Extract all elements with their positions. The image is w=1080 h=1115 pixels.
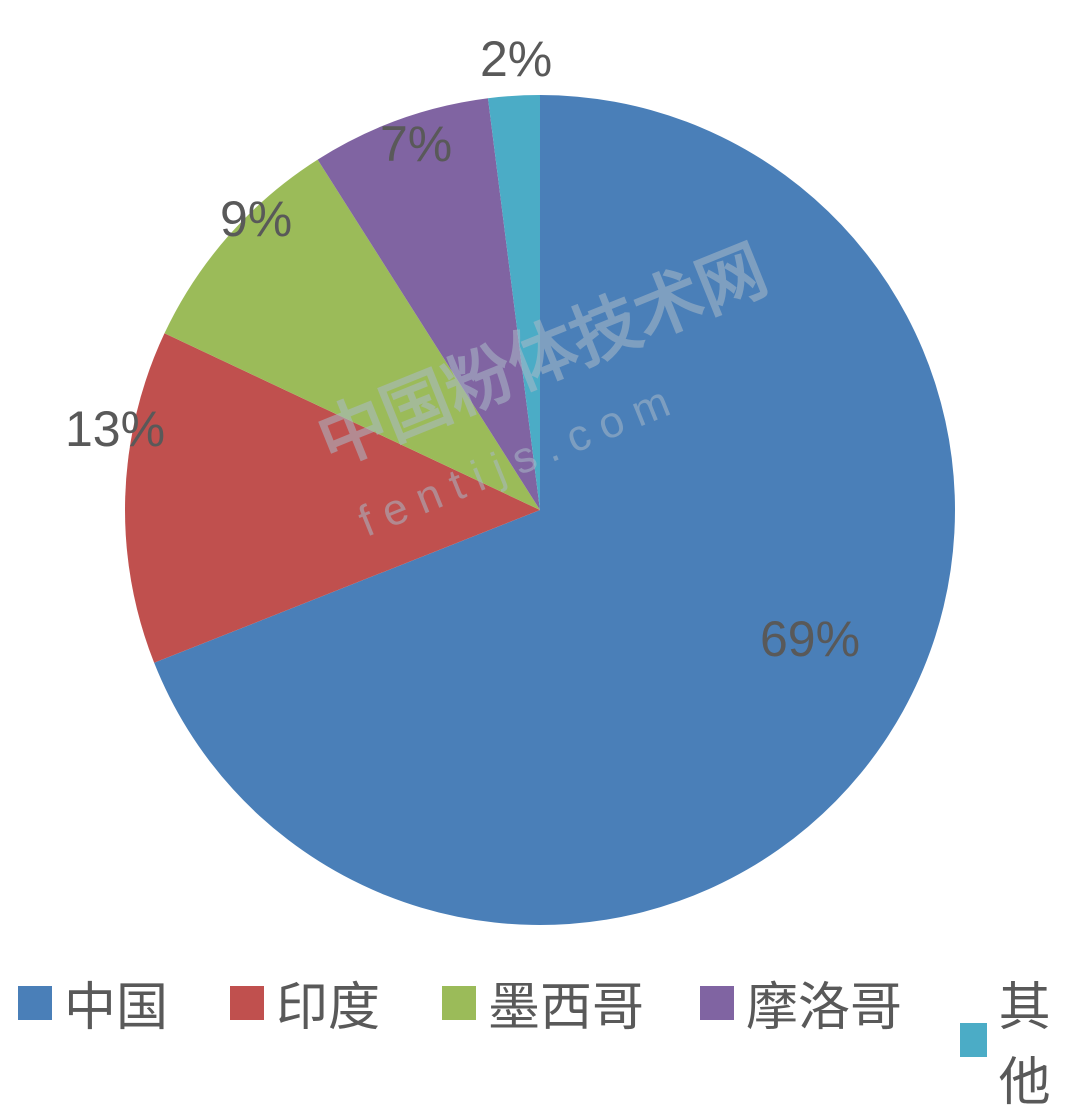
data-label-印度: 13% xyxy=(65,400,165,458)
legend-label: 中国 xyxy=(64,965,168,1040)
data-label-其他: 2% xyxy=(480,30,552,88)
legend-label: 其他 xyxy=(999,965,1080,1115)
legend-label: 摩洛哥 xyxy=(746,965,902,1040)
pie-chart-container: 中国粉体技术网 fentijs.com 69%13%9%7%2% 中国印度墨西哥… xyxy=(0,0,1080,1050)
legend-swatch xyxy=(700,986,734,1020)
legend-item-摩洛哥: 摩洛哥 xyxy=(700,965,902,1040)
legend-swatch xyxy=(960,1023,987,1057)
legend-swatch xyxy=(442,986,476,1020)
legend-item-印度: 印度 xyxy=(230,965,380,1040)
legend-item-墨西哥: 墨西哥 xyxy=(442,965,644,1040)
legend-swatch xyxy=(230,986,264,1020)
legend-item-其他: 其他 xyxy=(960,965,1080,1115)
data-label-摩洛哥: 7% xyxy=(380,115,452,173)
legend-item-中国: 中国 xyxy=(18,965,168,1040)
legend-swatch xyxy=(18,986,52,1020)
data-label-墨西哥: 9% xyxy=(220,190,292,248)
legend-label: 墨西哥 xyxy=(488,965,644,1040)
pie-chart-svg xyxy=(0,0,1080,1050)
legend-label: 印度 xyxy=(276,965,380,1040)
data-label-中国: 69% xyxy=(760,610,860,668)
